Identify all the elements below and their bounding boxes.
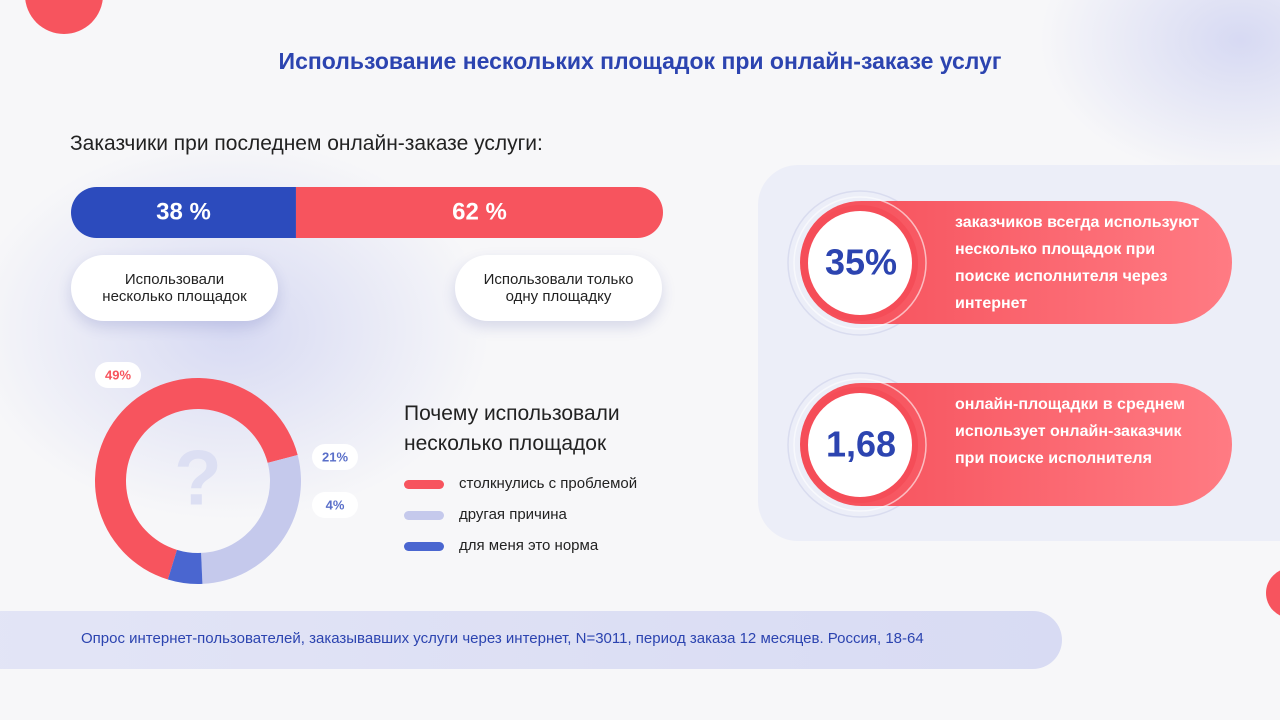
- legend-label: столкнулись с проблемой: [459, 475, 638, 492]
- decor-circle: [1266, 570, 1280, 616]
- value-label: 38 %: [156, 198, 211, 225]
- bar-segment: [71, 187, 296, 238]
- stat-circle: [802, 205, 918, 321]
- label-pill: [312, 444, 358, 470]
- question-icon: ?: [174, 434, 222, 522]
- page-title: Использование нескольких площадок при он…: [278, 48, 1002, 74]
- value-label: 49%: [105, 367, 131, 382]
- value-label: 4%: [326, 497, 345, 512]
- stat-value: 1,68: [826, 424, 896, 465]
- legend-swatch: [404, 480, 444, 489]
- legend-entry: Использовали только одну площадку: [455, 255, 662, 321]
- donut-segment: [167, 549, 203, 584]
- footnote: Опрос интернет-пользователей, заказывавш…: [81, 630, 924, 647]
- decor-circle: [25, 0, 103, 34]
- value-label: 62 %: [452, 198, 507, 225]
- bg-glow: [1040, 0, 1280, 180]
- stat-text: заказчиков всегда используют несколько п…: [955, 214, 1200, 312]
- legend-label: для меня это норма: [459, 537, 599, 554]
- stat-circle: [802, 387, 918, 503]
- stat-ring: [793, 196, 927, 330]
- stat-text: онлайн-площадки в среднем использует онл…: [955, 396, 1185, 467]
- bar-title: Заказчики при последнем онлайн-заказе ус…: [70, 132, 543, 155]
- stacked-bar: [71, 187, 663, 238]
- stat-value: 35%: [825, 242, 897, 283]
- stats: 35% 1,68: [787, 190, 1232, 518]
- stat-ring: [793, 378, 927, 512]
- donut-segment: [94, 378, 298, 580]
- legend-swatch: [404, 542, 444, 551]
- label-pill: [95, 362, 141, 388]
- donut: [94, 378, 301, 584]
- legend-entry: Использовали несколько площадок: [71, 255, 278, 321]
- footnote-bg: [0, 611, 1062, 669]
- donut-segment: [201, 454, 301, 584]
- label-pill: [312, 492, 358, 518]
- donut-title: Почему использовали несколько площадок: [404, 402, 620, 455]
- value-label: 21%: [322, 449, 348, 464]
- legend-swatch: [404, 511, 444, 520]
- bar-segment: [295, 187, 663, 238]
- legend-label: другая причина: [459, 506, 567, 523]
